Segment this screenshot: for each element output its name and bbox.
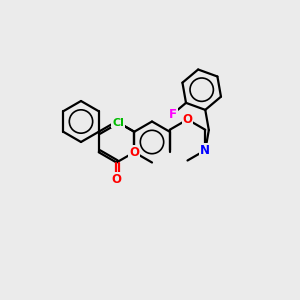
Text: O: O bbox=[112, 173, 122, 186]
Text: Cl: Cl bbox=[112, 118, 124, 128]
Text: O: O bbox=[129, 146, 139, 159]
Text: O: O bbox=[182, 113, 193, 126]
Text: N: N bbox=[200, 144, 210, 157]
Text: F: F bbox=[169, 108, 177, 121]
